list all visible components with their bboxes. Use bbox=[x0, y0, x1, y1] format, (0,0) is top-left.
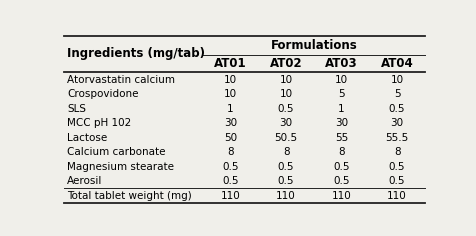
Text: 0.5: 0.5 bbox=[333, 162, 349, 172]
Text: 30: 30 bbox=[224, 118, 237, 128]
Text: Lactose: Lactose bbox=[67, 133, 107, 143]
Text: 0.5: 0.5 bbox=[277, 162, 294, 172]
Text: 55.5: 55.5 bbox=[385, 133, 408, 143]
Text: 10: 10 bbox=[279, 89, 292, 99]
Text: 1: 1 bbox=[227, 104, 233, 114]
Text: 30: 30 bbox=[279, 118, 292, 128]
Text: SLS: SLS bbox=[67, 104, 86, 114]
Text: AT03: AT03 bbox=[325, 57, 357, 70]
Text: Total tablet weight (mg): Total tablet weight (mg) bbox=[67, 190, 191, 201]
Text: 55: 55 bbox=[334, 133, 347, 143]
Text: 0.5: 0.5 bbox=[388, 104, 405, 114]
Text: 0.5: 0.5 bbox=[333, 176, 349, 186]
Text: Aerosil: Aerosil bbox=[67, 176, 102, 186]
Text: 8: 8 bbox=[337, 147, 344, 157]
Text: Magnesium stearate: Magnesium stearate bbox=[67, 162, 174, 172]
Text: 50: 50 bbox=[224, 133, 237, 143]
Text: 0.5: 0.5 bbox=[277, 104, 294, 114]
Text: Formulations: Formulations bbox=[270, 39, 357, 52]
Text: 10: 10 bbox=[390, 75, 403, 85]
Text: 8: 8 bbox=[227, 147, 233, 157]
Text: 0.5: 0.5 bbox=[388, 176, 405, 186]
Text: Crospovidone: Crospovidone bbox=[67, 89, 138, 99]
Text: 10: 10 bbox=[224, 89, 237, 99]
Text: Ingredients (mg/tab): Ingredients (mg/tab) bbox=[67, 47, 205, 60]
Text: 8: 8 bbox=[282, 147, 289, 157]
Text: 8: 8 bbox=[393, 147, 399, 157]
Text: 10: 10 bbox=[224, 75, 237, 85]
Text: MCC pH 102: MCC pH 102 bbox=[67, 118, 131, 128]
Text: Atorvastatin calcium: Atorvastatin calcium bbox=[67, 75, 175, 85]
Text: 30: 30 bbox=[334, 118, 347, 128]
Text: 50.5: 50.5 bbox=[274, 133, 297, 143]
Text: AT02: AT02 bbox=[269, 57, 302, 70]
Text: 0.5: 0.5 bbox=[388, 162, 405, 172]
Text: 0.5: 0.5 bbox=[222, 162, 238, 172]
Text: 110: 110 bbox=[220, 190, 240, 201]
Text: 10: 10 bbox=[334, 75, 347, 85]
Text: 5: 5 bbox=[393, 89, 399, 99]
Text: 5: 5 bbox=[337, 89, 344, 99]
Text: AT01: AT01 bbox=[214, 57, 247, 70]
Text: 110: 110 bbox=[331, 190, 351, 201]
Text: 1: 1 bbox=[337, 104, 344, 114]
Text: 0.5: 0.5 bbox=[277, 176, 294, 186]
Text: 10: 10 bbox=[279, 75, 292, 85]
Text: Calcium carbonate: Calcium carbonate bbox=[67, 147, 165, 157]
Text: 0.5: 0.5 bbox=[222, 176, 238, 186]
Text: 110: 110 bbox=[276, 190, 295, 201]
Text: 30: 30 bbox=[390, 118, 403, 128]
Text: 110: 110 bbox=[387, 190, 406, 201]
Text: AT04: AT04 bbox=[380, 57, 413, 70]
